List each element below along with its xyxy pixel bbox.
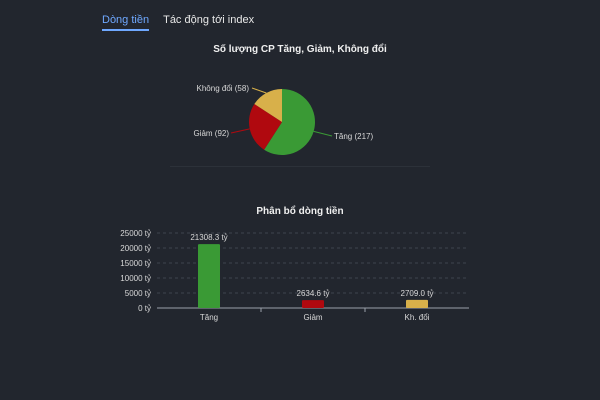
bar-1 [302,300,324,308]
bar-2 [406,299,428,308]
pie-label-flat: Không đổi (58) [197,84,250,93]
bar-data-label: 21308.3 tỷ [190,233,227,242]
x-tick-label: Kh. đổi [405,313,430,322]
pie-leader-line-up [313,130,333,137]
pie-slice-down [249,103,282,150]
y-tick-label: 10000 tỷ [120,274,151,283]
y-tick-label: 5000 tỷ [125,289,151,298]
bar-chart-title: Phân bổ dòng tiền [256,206,344,217]
pie-label-up: Tăng (217) [334,132,373,141]
pie-chart-title: Số lượng CP Tăng, Giảm, Không đổi [213,44,387,55]
bar-0 [198,244,220,308]
pie-leader-line-down [230,128,250,134]
y-tick-label: 15000 tỷ [120,259,151,268]
y-tick-label: 0 tỷ [138,304,151,313]
bar-data-label: 2634.6 tỷ [297,289,330,298]
x-tick-label: Tăng [200,313,218,322]
tab-bar: Dòng tiền Tác động tới index [102,14,254,31]
bar-data-label: 2709.0 tỷ [401,289,434,298]
pie-chart: Tăng (217) Giảm (92) Không đổi (58) [193,84,373,155]
pie-slice-up [264,89,315,155]
tab-tac-dong-index[interactable]: Tác động tới index [163,14,255,26]
pie-slice-flat [254,89,282,122]
pie-leader-line-flat [251,87,267,94]
y-tick-label: 25000 tỷ [120,229,151,238]
pie-label-down: Giảm (92) [193,129,229,138]
x-tick-label: Giảm [303,313,322,322]
bar-chart: 0 tỷ 5000 tỷ 10000 tỷ 15000 tỷ 20000 tỷ 25000… [120,229,469,322]
tab-dong-tien[interactable]: Dòng tiền [102,14,150,31]
divider [170,166,430,167]
y-tick-label: 20000 tỷ [120,244,151,253]
